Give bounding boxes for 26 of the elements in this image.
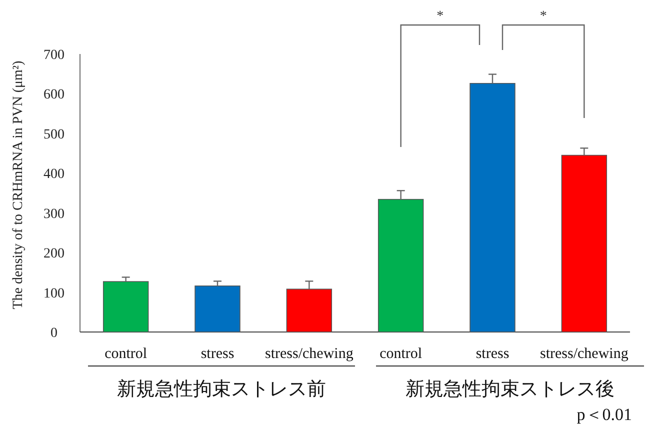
x-tick-label: stress/chewing <box>265 346 354 362</box>
y-tick-label: 100 <box>44 286 64 302</box>
y-tick-label: 0 <box>50 326 58 341</box>
bar <box>470 82 516 332</box>
x-tick-label: control <box>104 346 148 362</box>
y-tick-label: 500 <box>44 127 64 142</box>
bar <box>286 288 332 332</box>
text: * <box>540 9 547 24</box>
text: 新規急性拘束ストレス前 <box>117 378 326 400</box>
bar <box>561 154 608 332</box>
bar <box>378 198 424 332</box>
x-tick-label: stress <box>476 346 510 362</box>
text: 新規急性拘束ストレス後 <box>406 378 614 400</box>
y-tick-label: 200 <box>44 246 64 262</box>
x-tick-label: stress/chewing <box>540 346 629 362</box>
y-tick-label: 700 <box>44 48 64 63</box>
bar <box>102 281 149 332</box>
y-tick-label: 600 <box>44 88 64 103</box>
x-tick-label: stress <box>200 346 234 362</box>
x-tick-label: control <box>380 346 422 362</box>
y-axis-title: The density of to CRHmRNA in PVN (μm²) <box>11 60 26 310</box>
text: p＜0.01 <box>576 405 632 424</box>
y-tick-label: 300 <box>44 206 64 222</box>
text: * <box>436 9 444 24</box>
bar <box>194 286 240 332</box>
y-tick-label: 400 <box>44 167 64 182</box>
